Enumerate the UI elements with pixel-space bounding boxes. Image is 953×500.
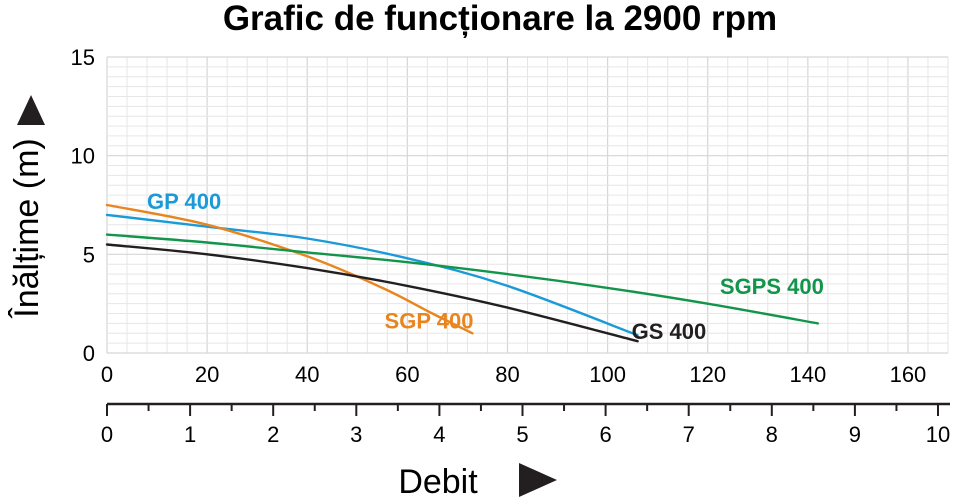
series-label-sgps-400: SGPS 400 bbox=[720, 274, 824, 299]
x-top-tick-label: 160 bbox=[890, 362, 927, 387]
x-axis-bottom: 0 1 2 3 4 5 6 7 8 9 10 bbox=[101, 402, 950, 447]
x-axis-top-ticks: 0 20 40 60 80 100 120 140 160 bbox=[101, 362, 926, 387]
grid bbox=[106, 56, 949, 354]
y-tick-label: 15 bbox=[71, 45, 95, 70]
x-top-tick-label: 0 bbox=[101, 362, 113, 387]
y-axis-ticks: 0 5 10 15 bbox=[71, 45, 95, 366]
y-tick-label: 5 bbox=[83, 242, 95, 267]
series-lines bbox=[105, 203, 819, 343]
x-axis-arrow-icon bbox=[519, 463, 557, 497]
x-bottom-tick-label: 10 bbox=[926, 422, 950, 447]
x-bottom-tick-label: 3 bbox=[350, 422, 362, 447]
series-line-gs-400 bbox=[105, 243, 639, 343]
x-bottom-tick-label: 9 bbox=[849, 422, 861, 447]
x-bottom-tick-label: 5 bbox=[516, 422, 528, 447]
x-bottom-tick-label: 8 bbox=[766, 422, 778, 447]
x-bottom-tick-label: 2 bbox=[267, 422, 279, 447]
x-top-tick-label: 140 bbox=[789, 362, 826, 387]
x-bottom-tick-label: 6 bbox=[599, 422, 611, 447]
series-line-gp-400 bbox=[105, 213, 639, 337]
x-top-tick-label: 40 bbox=[295, 362, 319, 387]
series-line-sgp-400 bbox=[105, 203, 474, 335]
y-tick-label: 10 bbox=[71, 144, 95, 169]
series-label-sgp-400: SGP 400 bbox=[385, 308, 474, 333]
series-line-sgps-400 bbox=[105, 233, 819, 325]
y-axis-arrow-icon bbox=[17, 95, 45, 125]
series-label-gp-400: GP 400 bbox=[147, 189, 221, 214]
x-bottom-tick-label: 4 bbox=[433, 422, 445, 447]
x-top-tick-label: 60 bbox=[395, 362, 419, 387]
x-top-tick-label: 80 bbox=[495, 362, 519, 387]
x-axis-label: Debit bbox=[398, 463, 478, 500]
series-label-gs-400: GS 400 bbox=[632, 319, 707, 344]
x-top-tick-label: 20 bbox=[195, 362, 219, 387]
series-labels: GP 400 SGP 400 GS 400 SGPS 400 bbox=[147, 189, 824, 344]
x-bottom-tick-label: 0 bbox=[101, 422, 113, 447]
x-bottom-tick-label: 1 bbox=[184, 422, 196, 447]
y-axis-label: Înălțime (m) bbox=[8, 138, 46, 318]
y-tick-label: 0 bbox=[83, 341, 95, 366]
x-top-tick-label: 120 bbox=[689, 362, 726, 387]
x-top-tick-label: 100 bbox=[589, 362, 626, 387]
x-bottom-tick-label: 7 bbox=[683, 422, 695, 447]
chart-title: Grafic de funcționare la 2900 rpm bbox=[223, 0, 777, 38]
